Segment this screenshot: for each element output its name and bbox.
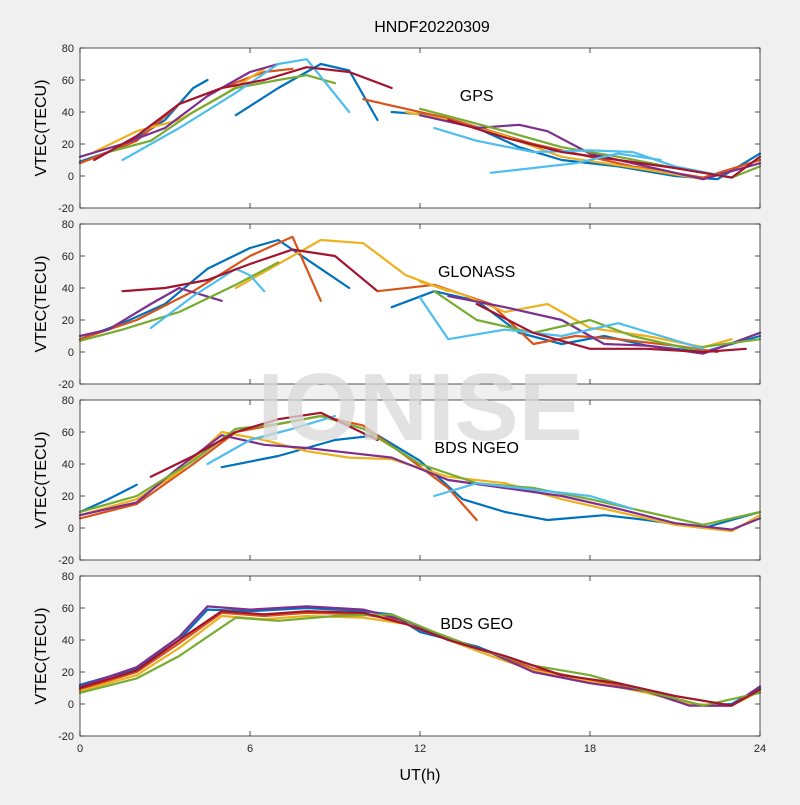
series-line-3 bbox=[234, 238, 450, 293]
y-tick-label: -20 bbox=[58, 379, 74, 391]
panel-label: BDS GEO bbox=[440, 616, 513, 633]
figure-title: HNDF20220309 bbox=[374, 19, 490, 36]
series-group bbox=[78, 58, 762, 181]
plot-area bbox=[80, 48, 760, 208]
series-line-1 bbox=[78, 483, 138, 514]
series-line-8 bbox=[149, 411, 379, 478]
series-line-12 bbox=[418, 114, 762, 181]
y-tick-label: 0 bbox=[68, 699, 74, 711]
y-tick-label: -20 bbox=[58, 731, 74, 743]
y-axis-label: VTEC(TECU) bbox=[33, 256, 50, 353]
series-line-11 bbox=[447, 294, 762, 355]
series-line-2 bbox=[234, 62, 379, 122]
series-line-14 bbox=[433, 126, 733, 179]
series-line-13 bbox=[418, 296, 705, 350]
series-line-14 bbox=[475, 302, 747, 354]
y-axis-label: VTEC(TECU) bbox=[33, 432, 50, 529]
series-line-15 bbox=[447, 118, 762, 179]
series-line-4 bbox=[78, 430, 762, 533]
y-tick-label: 60 bbox=[62, 603, 74, 615]
y-axis-label: VTEC(TECU) bbox=[33, 608, 50, 705]
y-tick-label: 60 bbox=[62, 427, 74, 439]
series-line-9 bbox=[433, 482, 634, 510]
series-line-4 bbox=[78, 605, 762, 707]
y-tick-label: 40 bbox=[62, 459, 74, 471]
y-tick-label: -20 bbox=[58, 555, 74, 567]
series-line-12 bbox=[433, 290, 762, 350]
series-line-8 bbox=[93, 66, 393, 162]
y-tick-label: 80 bbox=[62, 395, 74, 407]
series-group bbox=[78, 605, 762, 707]
y-tick-label: 80 bbox=[62, 571, 74, 583]
subplot-1: -20 0 20 40 60 80 VTEC(TECU) GPS bbox=[33, 43, 762, 215]
series-line-7 bbox=[121, 248, 379, 293]
y-tick-label: 0 bbox=[68, 523, 74, 535]
series-line-6 bbox=[78, 610, 762, 707]
y-tick-label: -20 bbox=[58, 203, 74, 215]
panel-label: BDS NGEO bbox=[434, 440, 518, 457]
y-tick-label: 80 bbox=[62, 43, 74, 55]
series-line-7 bbox=[206, 414, 337, 466]
panel-label: GPS bbox=[460, 88, 494, 105]
series-line-5 bbox=[78, 62, 280, 158]
y-axis-label: VTEC(TECU) bbox=[33, 80, 50, 177]
y-tick-label: 20 bbox=[62, 667, 74, 679]
y-tick-label: 40 bbox=[62, 283, 74, 295]
series-line-6 bbox=[78, 414, 762, 526]
plot-area bbox=[80, 400, 760, 560]
y-tick-label: 20 bbox=[62, 491, 74, 503]
y-tick-label: 80 bbox=[62, 219, 74, 231]
y-tick-label: 20 bbox=[62, 139, 74, 151]
x-tick-label: 24 bbox=[754, 743, 766, 755]
x-tick-label: 12 bbox=[414, 743, 426, 755]
subplot-2: -20 0 20 40 60 80 VTEC(TECU) GLONASS bbox=[33, 219, 762, 391]
series-group bbox=[78, 235, 762, 355]
series-line-6 bbox=[107, 74, 337, 154]
y-tick-label: 0 bbox=[68, 347, 74, 359]
watermark-text: IONISE bbox=[257, 354, 582, 461]
y-tick-label: 60 bbox=[62, 75, 74, 87]
y-tick-label: 0 bbox=[68, 171, 74, 183]
y-tick-label: 40 bbox=[62, 635, 74, 647]
series-line-4 bbox=[78, 286, 223, 338]
x-axis-label: UT(h) bbox=[400, 767, 441, 784]
series-line-5 bbox=[78, 261, 280, 342]
x-tick-label: 6 bbox=[247, 743, 253, 755]
panel-label: GLONASS bbox=[438, 264, 515, 281]
plot-area bbox=[80, 576, 760, 736]
series-line-1 bbox=[78, 238, 351, 341]
series-group bbox=[78, 411, 762, 533]
y-tick-label: 60 bbox=[62, 251, 74, 263]
x-tick-label: 18 bbox=[584, 743, 596, 755]
x-tick-label: 0 bbox=[77, 743, 83, 755]
y-tick-label: 40 bbox=[62, 107, 74, 119]
y-tick-label: 20 bbox=[62, 315, 74, 327]
subplot-3: -20 0 20 40 60 80 VTEC(TECU) BDS NGEO bbox=[33, 395, 762, 567]
series-line-16 bbox=[489, 152, 662, 174]
